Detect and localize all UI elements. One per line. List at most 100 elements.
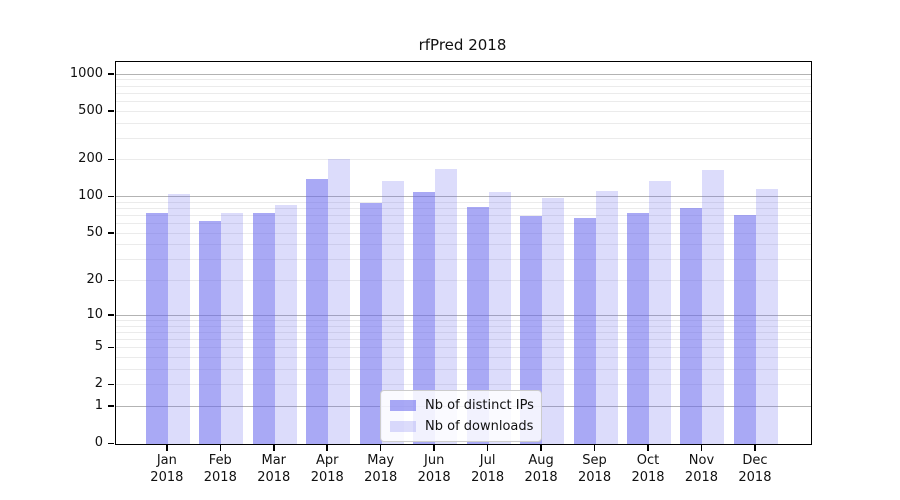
bar-sep-distinct-ips (573, 217, 596, 444)
gridline-600 (116, 100, 811, 102)
x-tick-mark-dec (754, 445, 756, 451)
bar-may-distinct-ips (359, 202, 382, 444)
bar-aug-distinct-ips (520, 216, 543, 444)
gridline-900 (116, 79, 811, 81)
x-tick-label-dec: Dec 2018 (738, 453, 772, 485)
bar-may-downloads (381, 180, 404, 444)
legend-item-distinct-ips: Nb of distinct IPs (390, 398, 534, 413)
bar-aug-downloads (542, 197, 565, 444)
bar-apr-distinct-ips (306, 179, 329, 444)
y-tick-label-200: 200 (78, 151, 103, 167)
gridline-6 (116, 338, 811, 340)
y-tick-label-0: 0 (94, 435, 103, 450)
gridline-70 (116, 215, 811, 217)
x-tick-label-feb: Feb 2018 (203, 453, 237, 485)
y-tick-label-20: 20 (86, 272, 103, 288)
y-tick-mark-2 (108, 383, 114, 386)
y-tick-label-2: 2 (94, 376, 103, 392)
x-tick-mark-mar (273, 445, 275, 451)
legend-swatch-downloads (390, 421, 416, 432)
bar-mar-distinct-ips (252, 213, 275, 444)
gridline-200 (116, 159, 811, 161)
y-tick-mark-500 (108, 110, 114, 112)
x-tick-label-jun: Jun 2018 (417, 453, 451, 485)
x-tick-mark-apr (326, 445, 328, 451)
x-tick-label-aug: Aug 2018 (524, 453, 558, 485)
legend-label-downloads: Nb of downloads (425, 419, 534, 434)
bar-nov-distinct-ips (680, 208, 703, 444)
y-tick-mark-50 (108, 232, 114, 234)
bar-nov-downloads (702, 169, 725, 444)
bar-jun-downloads (435, 169, 458, 444)
y-tick-label-5: 5 (94, 339, 103, 355)
gridline-40 (116, 244, 811, 246)
bar-jan-downloads (167, 193, 190, 444)
x-tick-label-mar: Mar 2018 (257, 453, 291, 485)
x-tick-mark-aug (540, 445, 542, 451)
legend: Nb of distinct IPs Nb of downloads (380, 390, 542, 442)
y-tick-label-1: 1 (94, 397, 103, 413)
gridline-20 (116, 280, 811, 282)
x-tick-label-jul: Jul 2018 (471, 453, 505, 485)
bar-jan-distinct-ips (145, 213, 168, 444)
gridline-7 (116, 331, 811, 333)
bar-dec-distinct-ips (733, 215, 756, 444)
y-tick-mark-20 (108, 279, 114, 282)
y-tick-mark-1 (108, 405, 114, 407)
x-tick-label-apr: Apr 2018 (310, 453, 344, 485)
x-tick-label-oct: Oct 2018 (631, 453, 665, 485)
gridline-50 (116, 232, 811, 234)
x-tick-mark-jul (486, 445, 489, 451)
bar-oct-downloads (649, 181, 671, 444)
gridline-90 (116, 201, 811, 203)
y-tick-mark-10 (108, 314, 114, 316)
x-tick-label-may: May 2018 (364, 453, 398, 485)
gridline-30 (116, 259, 811, 261)
gridline-4 (116, 356, 811, 358)
x-tick-label-nov: Nov 2018 (684, 453, 719, 485)
gridline-3 (116, 368, 811, 370)
gridline-8 (116, 325, 811, 327)
gridline-100 (116, 196, 811, 198)
x-tick-label-jan: Jan 2018 (150, 453, 184, 485)
y-tick-label-500: 500 (78, 102, 103, 118)
bar-oct-distinct-ips (627, 213, 649, 444)
x-tick-mark-nov (700, 445, 703, 451)
gridline-400 (116, 122, 811, 124)
x-tick-mark-jun (433, 445, 435, 451)
chart-title: rfPred 2018 (418, 36, 507, 54)
legend-swatch-distinct-ips (390, 400, 416, 411)
gridline-700 (116, 92, 811, 94)
x-tick-mark-jan (166, 445, 168, 451)
gridline-5 (116, 347, 811, 349)
gridline-60 (116, 223, 811, 225)
gridline-300 (116, 137, 811, 139)
gridline-10 (116, 314, 811, 316)
y-tick-label-50: 50 (86, 224, 103, 240)
x-tick-mark-sep (593, 445, 596, 451)
bar-dec-downloads (755, 188, 778, 444)
y-tick-label-10: 10 (86, 306, 103, 322)
bar-jun-distinct-ips (413, 192, 436, 444)
gridline-1000 (116, 73, 811, 75)
y-tick-label-100: 100 (78, 188, 103, 204)
gridline-2 (116, 384, 811, 386)
legend-label-distinct-ips: Nb of distinct IPs (425, 398, 534, 413)
bar-jul-distinct-ips (466, 207, 489, 444)
bar-feb-downloads (221, 212, 244, 444)
x-tick-mark-oct (647, 445, 649, 451)
y-tick-mark-200 (108, 158, 114, 161)
bar-mar-downloads (274, 204, 297, 444)
y-tick-mark-100 (108, 195, 114, 198)
gridline-500 (116, 110, 811, 112)
y-tick-mark-5 (108, 346, 114, 349)
plot-area: Nb of distinct IPs Nb of downloads (115, 61, 812, 445)
y-tick-label-1000: 1000 (69, 65, 103, 81)
bar-apr-downloads (328, 159, 351, 444)
y-tick-mark-1000 (108, 73, 114, 75)
gridline-800 (116, 85, 811, 87)
bar-feb-distinct-ips (199, 220, 222, 444)
bar-jul-downloads (488, 192, 511, 444)
gridline-80 (116, 208, 811, 210)
